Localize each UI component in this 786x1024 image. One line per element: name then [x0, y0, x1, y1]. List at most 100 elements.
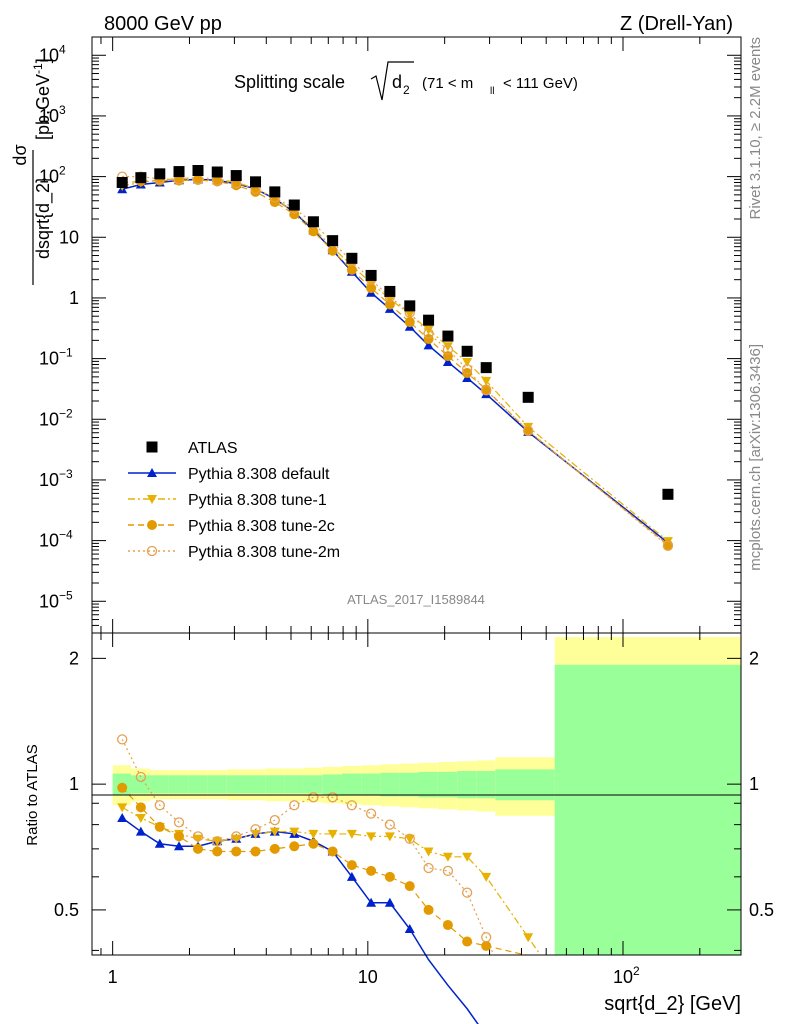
y-tick-label: 10−1	[39, 346, 73, 369]
title-cut-pre: (71 < m	[422, 75, 473, 92]
y-tick-label: 10−4	[39, 528, 73, 551]
ratio-marker-tune2m	[481, 932, 492, 943]
x-axis-label: sqrt{d_2} [GeV]	[604, 993, 741, 1015]
ratio-tick-label: 2	[69, 648, 79, 668]
ratio-marker-tune2m	[442, 865, 454, 877]
ratio-marker-tune2c	[174, 831, 185, 842]
marker-tune2c	[231, 180, 242, 191]
marker-atlas	[135, 172, 147, 184]
ratio-marker-tune2m	[135, 771, 147, 783]
y-tick-label: 103	[39, 103, 66, 126]
ratio-marker-tune2c	[442, 920, 453, 931]
marker-atlas	[250, 176, 262, 188]
marker-atlas	[192, 165, 204, 177]
ratio-marker-tune2m	[384, 819, 396, 830]
marker-atlas	[365, 269, 377, 281]
title-main: Splitting scale	[234, 72, 345, 92]
legend-marker-tune1	[147, 495, 157, 504]
band-inner-bin	[168, 775, 189, 794]
y-tick-label: 104	[39, 42, 66, 65]
ratio-marker-tune2m	[212, 836, 223, 847]
ratio-tick-label: 0.5	[54, 900, 79, 920]
band-inner-bin	[554, 664, 741, 955]
marker-default	[442, 356, 453, 366]
ratio-marker-tune1	[289, 827, 300, 837]
marker-atlas	[269, 186, 281, 198]
band-inner-bin	[149, 775, 169, 794]
ratio-marker-tune2m	[308, 792, 319, 803]
ratio-marker-tune2m	[404, 833, 415, 844]
marker-atlas	[327, 235, 339, 247]
ylabel-denominator: dsqrt{d_2}	[33, 177, 54, 259]
marker-atlas	[480, 362, 492, 374]
ratio-marker-tune1	[192, 834, 203, 844]
legend-label-default: Pythia 8.308 default	[188, 466, 330, 483]
marker-tune2m	[523, 425, 534, 436]
ratio-plot-frame	[91, 632, 742, 956]
ratio-marker-tune2m	[154, 800, 165, 811]
ratio-marker-tune2c	[231, 846, 242, 857]
title-symbol: d	[392, 72, 402, 92]
ratio-marker-tune2m	[327, 792, 338, 803]
band-inner-bin	[380, 772, 400, 797]
y-tick-label: 10	[59, 227, 79, 247]
marker-atlas	[211, 166, 223, 178]
y-tick-label: 10−2	[39, 406, 73, 429]
ratio-marker-tune2m	[192, 831, 204, 842]
band-inner-bin	[476, 771, 496, 799]
header-process: Z (Drell-Yan)	[620, 13, 733, 35]
x-tick-label: 1	[108, 967, 118, 987]
ratio-marker-default	[174, 841, 185, 851]
marker-tune1	[481, 376, 492, 386]
ratio-marker-tune1	[327, 829, 338, 839]
marker-atlas	[116, 176, 128, 188]
legend-marker-atlas	[146, 441, 158, 453]
ylabel-numerator: dσ	[10, 144, 30, 165]
band-inner-bin	[130, 775, 150, 794]
ratio-line-tune1	[121, 806, 541, 956]
ratio-marker-tune2c	[154, 821, 165, 832]
ratio-marker-tune2m	[173, 817, 185, 828]
ratio-tick-label-right: 2	[749, 648, 759, 668]
marker-tune1	[442, 342, 453, 352]
ratio-tick-label: 1	[69, 774, 79, 794]
band-inner-bin	[207, 775, 227, 794]
marker-tune2c	[462, 367, 473, 378]
ratio-marker-tune2m	[231, 831, 242, 842]
marker-tune2m	[662, 540, 674, 551]
ratio-marker-tune2c	[250, 846, 261, 857]
ratio-marker-default	[154, 838, 165, 848]
ratio-marker-tune1	[117, 803, 128, 813]
marker-tune2c	[384, 299, 395, 310]
legend-marker-tune2c	[147, 520, 157, 530]
legend-label-atlas: ATLAS	[188, 440, 238, 457]
ratio-tick-label-right: 0.5	[749, 900, 774, 920]
marker-tune2m	[423, 328, 434, 339]
axes-ticks: 1 10 10210410310210110−110−210−310−410−50.…	[39, 36, 774, 987]
legend-label-tune2c: Pythia 8.308 tune-2c	[188, 518, 335, 535]
ratio-marker-tune2m	[461, 887, 473, 898]
marker-tune2m	[481, 385, 492, 396]
marker-atlas	[173, 166, 185, 178]
ratio-line-tune2c	[121, 787, 526, 956]
ratio-uncertainty-bands	[112, 636, 741, 955]
marker-atlas	[423, 314, 435, 326]
ratio-marker-tune1	[423, 847, 434, 857]
ratio-marker-tune2m	[289, 800, 300, 811]
x-tick-label: 10	[358, 967, 378, 987]
ratio-marker-default	[135, 826, 146, 836]
ratio-marker-tune2c	[404, 881, 415, 892]
band-inner-bin	[284, 775, 304, 794]
marker-tune2c	[366, 283, 377, 294]
marker-atlas	[307, 216, 319, 228]
ratio-marker-tune2m	[365, 808, 377, 819]
legend-marker-default	[147, 468, 157, 477]
band-inner-bin	[245, 775, 266, 794]
marker-tune2c	[192, 174, 203, 185]
band-inner-bin	[226, 775, 246, 794]
ratio-marker-tune2c	[135, 802, 146, 813]
marker-atlas	[154, 168, 166, 180]
title-symbol-sub: 2	[403, 83, 410, 97]
legend-label-tune1: Pythia 8.308 tune-1	[188, 492, 327, 509]
ratio-marker-tune2m	[269, 814, 280, 826]
